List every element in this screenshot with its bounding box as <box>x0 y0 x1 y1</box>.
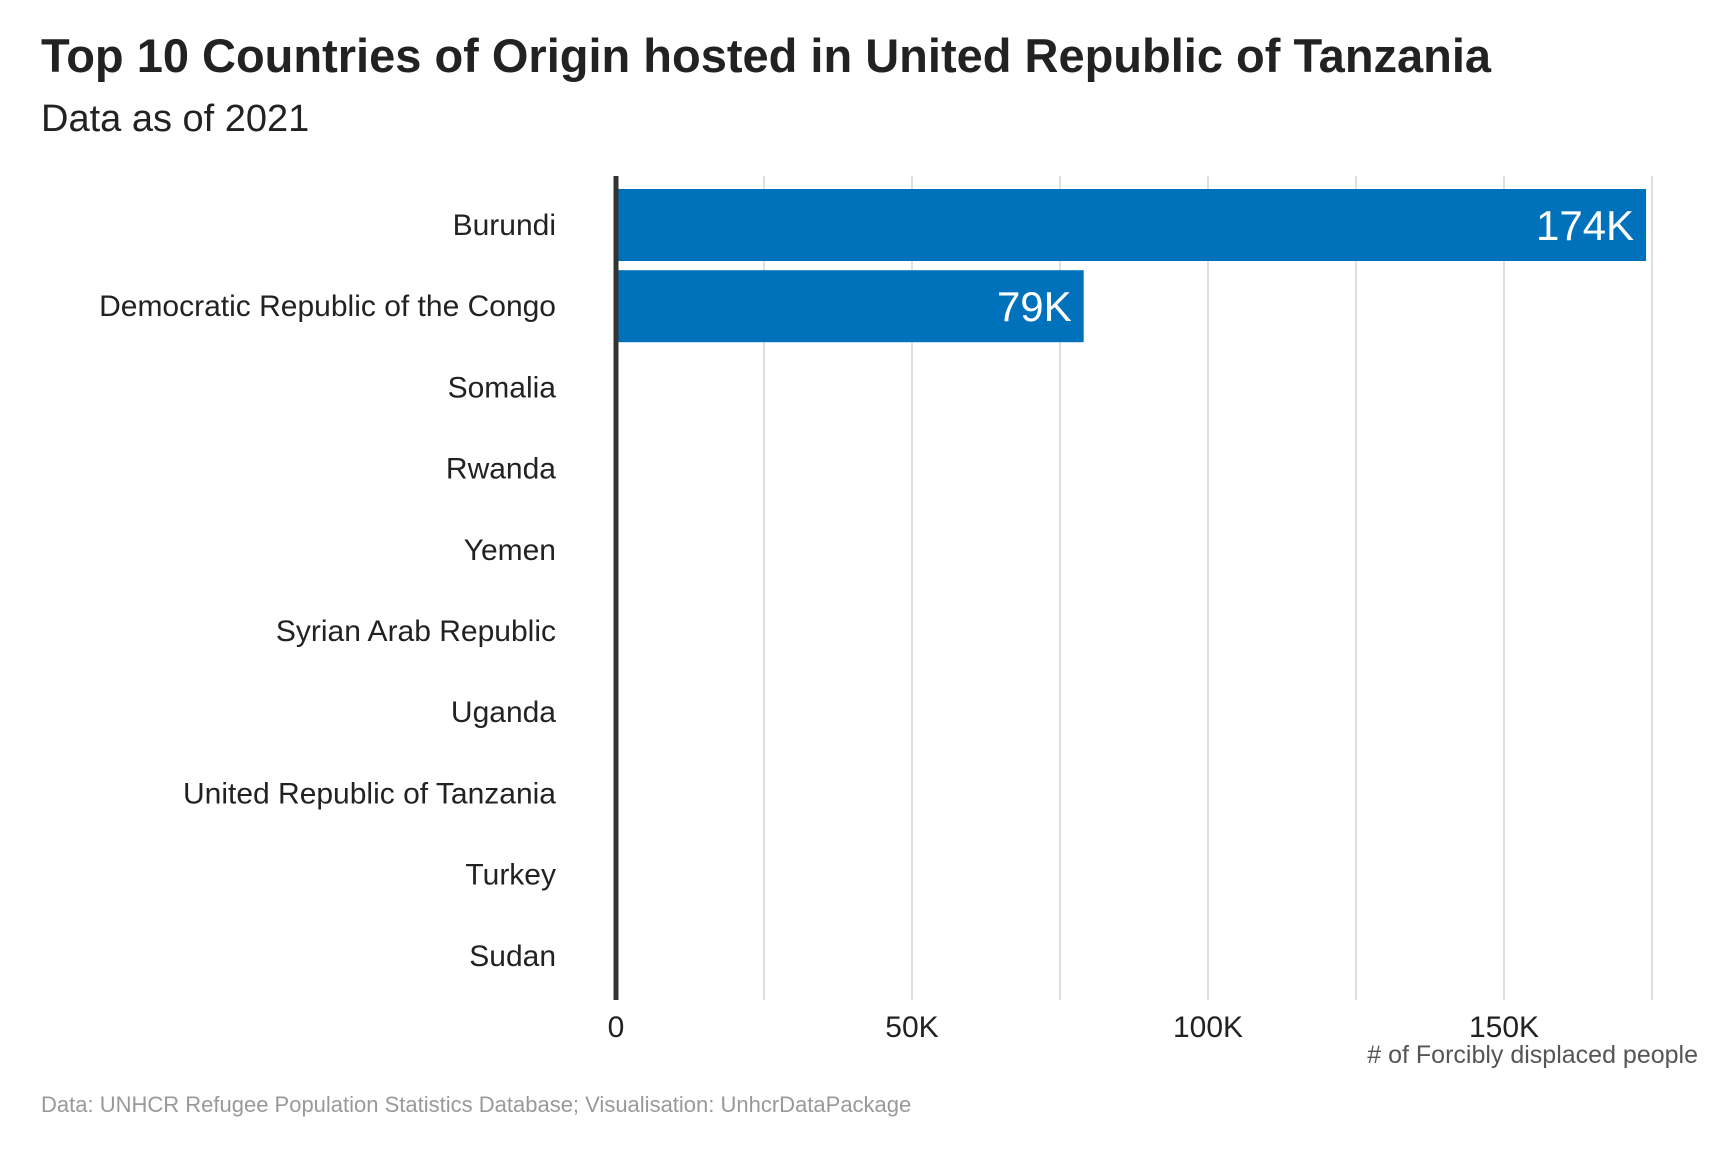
category-label: United Republic of Tanzania <box>183 777 556 810</box>
bar-value-labels: 174K 79K <box>997 202 1634 330</box>
category-label: Yemen <box>464 534 556 567</box>
chart-caption: Data: UNHCR Refugee Population Statistic… <box>41 1092 912 1117</box>
x-tick-label: 0 <box>608 1011 625 1044</box>
category-label: Syrian Arab Republic <box>276 615 556 648</box>
x-tick-labels: 0 50K 100K 150K <box>608 1011 1539 1044</box>
category-label: Somalia <box>448 371 557 404</box>
category-label: Burundi <box>453 209 556 242</box>
bar-value-label: 79K <box>997 283 1072 330</box>
x-tick-label: 50K <box>885 1011 938 1044</box>
x-tick-label: 150K <box>1469 1011 1539 1044</box>
category-label: Sudan <box>469 940 556 973</box>
bar-value-label: 174K <box>1536 202 1634 249</box>
chart-subtitle: Data as of 2021 <box>41 98 310 140</box>
category-label: Uganda <box>451 696 556 729</box>
bar <box>616 189 1647 261</box>
category-label: Turkey <box>465 859 556 892</box>
category-labels: Burundi Democratic Republic of the Congo S… <box>99 209 556 973</box>
category-label: Democratic Republic of the Congo <box>99 290 556 323</box>
category-label: Rwanda <box>446 453 556 486</box>
bars <box>616 189 1647 343</box>
chart-title: Top 10 Countries of Origin hosted in Uni… <box>41 29 1492 82</box>
x-axis-title: # of Forcibly displaced people <box>1367 1041 1698 1069</box>
x-tick-label: 100K <box>1173 1011 1243 1044</box>
bar <box>616 270 1084 343</box>
